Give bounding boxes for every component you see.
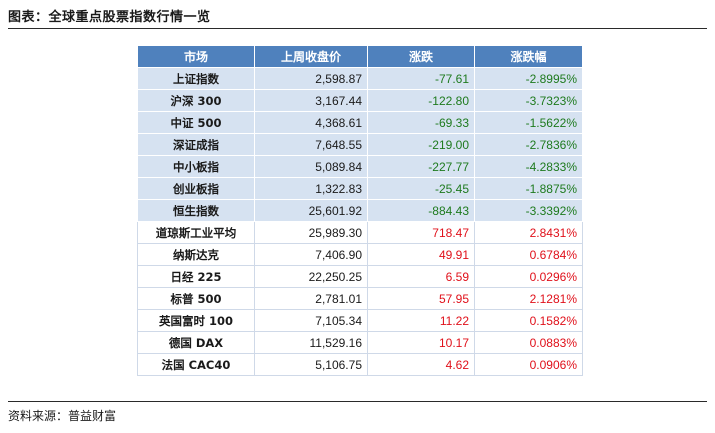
change-cell: -219.00	[367, 133, 475, 156]
table-row: 道琼斯工业平均 25,989.30 718.47 2.8431%	[137, 221, 583, 244]
close-cell: 3,167.44	[254, 89, 368, 112]
close-cell: 7,406.90	[254, 243, 368, 266]
title-rule	[8, 28, 707, 29]
index-table: 市场 上周收盘价 涨跌 涨跌幅 上证指数 2,598.87 -77.61 -2.899…	[137, 45, 583, 376]
pct-cell: 2.8431%	[474, 221, 583, 244]
pct-cell: -1.8875%	[474, 177, 583, 200]
change-cell: 49.91	[367, 243, 475, 266]
header-close: 上周收盘价	[254, 45, 368, 68]
header-change: 涨跌	[367, 45, 475, 68]
table-row: 标普 500 2,781.01 57.95 2.1281%	[137, 287, 583, 310]
figure-title: 图表：全球重点股票指数行情一览	[8, 10, 211, 25]
table-row: 中证 500 4,368.61 -69.33 -1.5622%	[137, 111, 583, 134]
pct-cell: 0.0906%	[474, 353, 583, 376]
change-cell: 11.22	[367, 309, 475, 332]
header-market: 市场	[137, 45, 255, 68]
pct-cell: -2.7836%	[474, 133, 583, 156]
market-cell: 中证 500	[137, 111, 255, 134]
pct-cell: 2.1281%	[474, 287, 583, 310]
source-note: 资料来源：普益财富	[8, 409, 117, 423]
market-cell: 纳斯达克	[137, 243, 255, 266]
close-cell: 25,601.92	[254, 199, 368, 222]
change-cell: -69.33	[367, 111, 475, 134]
table-row: 上证指数 2,598.87 -77.61 -2.8995%	[137, 67, 583, 90]
change-cell: 718.47	[367, 221, 475, 244]
market-cell: 法国 CAC40	[137, 353, 255, 376]
table-row: 英国富时 100 7,105.34 11.22 0.1582%	[137, 309, 583, 332]
table-row: 德国 DAX 11,529.16 10.17 0.0883%	[137, 331, 583, 354]
pct-cell: 0.0883%	[474, 331, 583, 354]
market-cell: 沪深 300	[137, 89, 255, 112]
pct-cell: -3.3392%	[474, 199, 583, 222]
close-cell: 4,368.61	[254, 111, 368, 134]
close-cell: 5,089.84	[254, 155, 368, 178]
pct-cell: -3.7323%	[474, 89, 583, 112]
pct-cell: 0.1582%	[474, 309, 583, 332]
change-cell: 6.59	[367, 265, 475, 288]
market-cell: 道琼斯工业平均	[137, 221, 255, 244]
close-cell: 25,989.30	[254, 221, 368, 244]
close-cell: 5,106.75	[254, 353, 368, 376]
table-row: 日经 225 22,250.25 6.59 0.0296%	[137, 265, 583, 288]
market-cell: 创业板指	[137, 177, 255, 200]
pct-cell: -1.5622%	[474, 111, 583, 134]
close-cell: 2,781.01	[254, 287, 368, 310]
pct-cell: -2.8995%	[474, 67, 583, 90]
table-row: 恒生指数 25,601.92 -884.43 -3.3392%	[137, 199, 583, 222]
source-rule	[8, 401, 707, 402]
market-cell: 恒生指数	[137, 199, 255, 222]
close-cell: 1,322.83	[254, 177, 368, 200]
close-cell: 11,529.16	[254, 331, 368, 354]
change-cell: -77.61	[367, 67, 475, 90]
header-pct: 涨跌幅	[474, 45, 583, 68]
market-cell: 日经 225	[137, 265, 255, 288]
pct-cell: 0.0296%	[474, 265, 583, 288]
market-cell: 上证指数	[137, 67, 255, 90]
table-row: 沪深 300 3,167.44 -122.80 -3.7323%	[137, 89, 583, 112]
change-cell: 10.17	[367, 331, 475, 354]
market-cell: 深证成指	[137, 133, 255, 156]
close-cell: 2,598.87	[254, 67, 368, 90]
close-cell: 22,250.25	[254, 265, 368, 288]
table-row: 创业板指 1,322.83 -25.45 -1.8875%	[137, 177, 583, 200]
close-cell: 7,105.34	[254, 309, 368, 332]
table-row: 深证成指 7,648.55 -219.00 -2.7836%	[137, 133, 583, 156]
change-cell: 57.95	[367, 287, 475, 310]
change-cell: -122.80	[367, 89, 475, 112]
pct-cell: -4.2833%	[474, 155, 583, 178]
change-cell: -227.77	[367, 155, 475, 178]
table-row: 纳斯达克 7,406.90 49.91 0.6784%	[137, 243, 583, 266]
table-body: 上证指数 2,598.87 -77.61 -2.8995% 沪深 300 3,167.44…	[137, 67, 583, 376]
market-cell: 标普 500	[137, 287, 255, 310]
pct-cell: 0.6784%	[474, 243, 583, 266]
close-cell: 7,648.55	[254, 133, 368, 156]
table-header-row: 市场 上周收盘价 涨跌 涨跌幅	[137, 45, 583, 68]
market-cell: 英国富时 100	[137, 309, 255, 332]
market-cell: 中小板指	[137, 155, 255, 178]
table-row: 中小板指 5,089.84 -227.77 -4.2833%	[137, 155, 583, 178]
change-cell: -884.43	[367, 199, 475, 222]
market-cell: 德国 DAX	[137, 331, 255, 354]
change-cell: 4.62	[367, 353, 475, 376]
table-row: 法国 CAC40 5,106.75 4.62 0.0906%	[137, 353, 583, 376]
change-cell: -25.45	[367, 177, 475, 200]
